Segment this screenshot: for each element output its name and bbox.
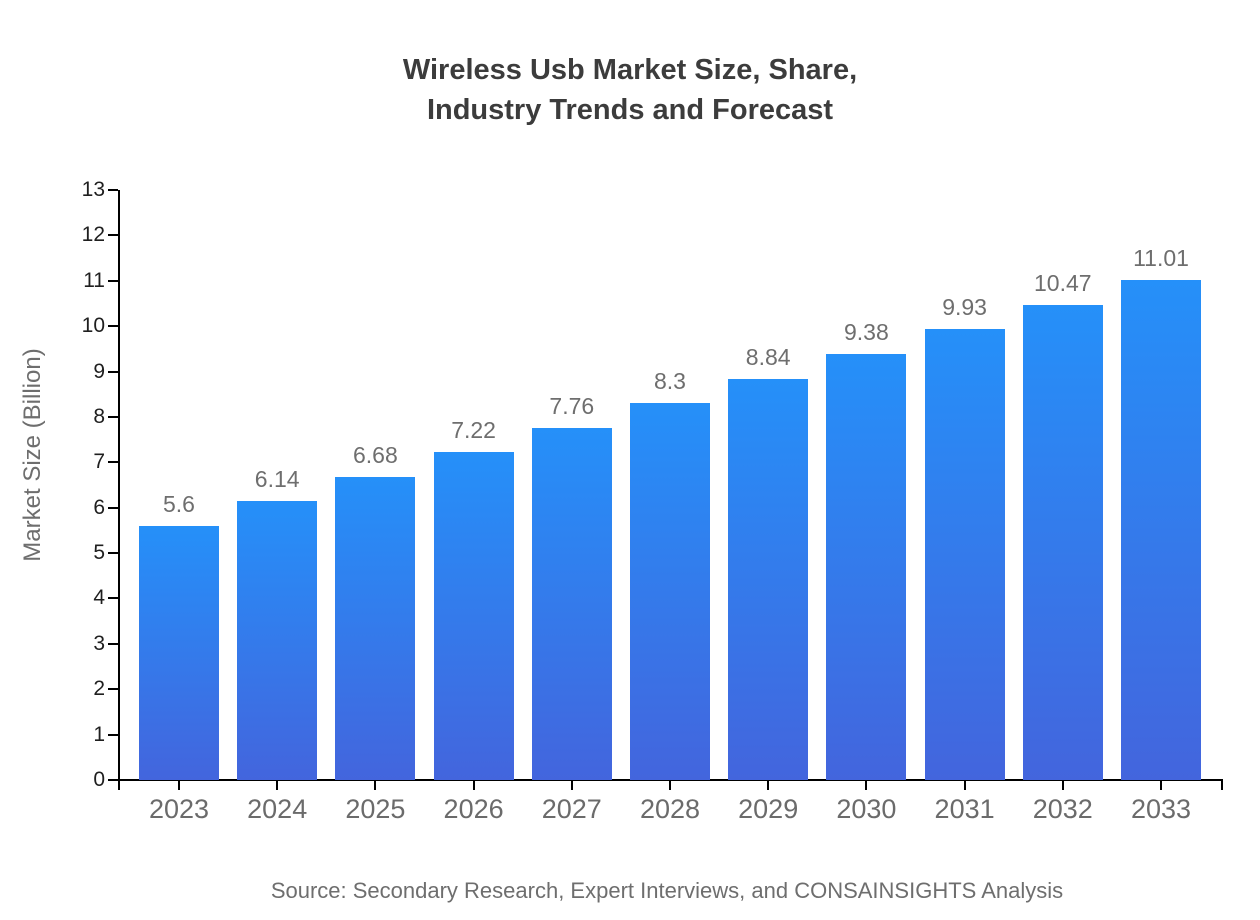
y-tick-mark <box>108 370 118 373</box>
x-tick-mark <box>276 780 279 790</box>
chart-title-line-1: Wireless Usb Market Size, Share, <box>402 54 858 86</box>
x-tick-label: 2024 <box>247 794 308 824</box>
y-tick-label: 10 <box>81 314 105 338</box>
y-tick-mark <box>108 234 118 237</box>
x-tick-mark <box>963 780 966 790</box>
y-tick-label: 13 <box>81 178 105 201</box>
x-tick-label: 2023 <box>148 794 210 824</box>
chart-title-line-2: Industry Trends and Forecast <box>426 94 834 126</box>
bar-value-label: 10.47 <box>1034 269 1092 296</box>
bar-value-label: 11.01 <box>1133 245 1189 272</box>
y-tick-mark <box>108 779 118 781</box>
y-tick-label: 12 <box>81 223 105 247</box>
y-tick-mark <box>108 688 118 691</box>
bar-2023 <box>139 525 219 780</box>
y-tick-mark <box>108 597 118 600</box>
bar-2026 <box>433 452 514 780</box>
source-attribution: Source: Secondary Research, Expert Inter… <box>270 878 1064 903</box>
x-tick-label: 2027 <box>541 794 602 824</box>
bar-value-label: 9.93 <box>942 294 987 321</box>
y-tick-mark <box>108 461 118 464</box>
x-tick-label: 2026 <box>443 794 504 824</box>
x-tick-mark <box>767 780 770 790</box>
x-axis-end-tick <box>1221 780 1223 790</box>
x-tick-mark <box>1061 780 1064 790</box>
bar-2033 <box>1121 280 1201 780</box>
y-tick-mark <box>108 733 118 736</box>
y-tick-mark <box>108 642 118 645</box>
y-tick-label: 9 <box>93 359 105 383</box>
bar-value-label: 7.22 <box>451 417 496 444</box>
x-tick-label: 2030 <box>836 794 897 824</box>
bar-2029 <box>728 378 809 780</box>
bar-2028 <box>630 403 710 780</box>
x-tick-label: 2032 <box>1032 794 1093 824</box>
y-tick-label: 1 <box>93 722 105 746</box>
x-tick-label: 2029 <box>738 794 799 824</box>
y-tick-mark <box>108 325 118 328</box>
y-tick-label: 8 <box>93 404 105 428</box>
x-tick-label: 2033 <box>1130 794 1192 824</box>
bar-value-label: 5.6 <box>163 490 195 517</box>
bar-value-label: 7.76 <box>549 392 595 419</box>
y-tick-label: 5 <box>93 541 105 565</box>
y-tick-label: 4 <box>93 586 105 610</box>
x-tick-label: 2025 <box>345 794 406 824</box>
y-tick-label: 0 <box>93 768 105 791</box>
y-tick-label: 6 <box>93 495 105 519</box>
x-tick-label: 2028 <box>639 794 701 824</box>
y-tick-label: 7 <box>93 450 105 474</box>
bar-value-label: 8.3 <box>654 368 686 395</box>
x-tick-mark <box>374 780 377 790</box>
x-tick-mark <box>865 780 868 790</box>
bar-value-label: 6.14 <box>254 466 300 493</box>
y-tick-mark <box>108 506 118 509</box>
y-tick-label: 2 <box>93 677 105 701</box>
bar-2032 <box>1022 304 1103 780</box>
y-axis-line <box>118 190 120 790</box>
bar-value-label: 6.68 <box>353 441 398 468</box>
bar-value-label: 8.84 <box>745 343 791 370</box>
y-tick-mark <box>108 279 118 282</box>
x-tick-mark <box>472 780 475 790</box>
x-tick-mark <box>669 780 671 790</box>
bar-2031 <box>924 329 1005 780</box>
x-tick-mark <box>570 780 573 790</box>
x-tick-mark <box>178 780 180 790</box>
y-tick-label: 3 <box>93 631 105 655</box>
bar-2027 <box>531 427 612 780</box>
y-tick-label: 11 <box>83 268 105 292</box>
bar-2030 <box>826 354 907 780</box>
bar-value-label: 9.38 <box>844 319 889 346</box>
y-tick-mark <box>108 415 118 418</box>
x-tick-mark <box>1160 780 1162 790</box>
chart-title: Wireless Usb Market Size, Share, Industr… <box>0 50 1260 130</box>
bar-2025 <box>335 476 416 780</box>
bar-2024 <box>237 501 318 780</box>
x-tick-label: 2031 <box>934 794 995 824</box>
y-tick-mark <box>108 552 118 555</box>
y-tick-mark <box>108 189 118 191</box>
